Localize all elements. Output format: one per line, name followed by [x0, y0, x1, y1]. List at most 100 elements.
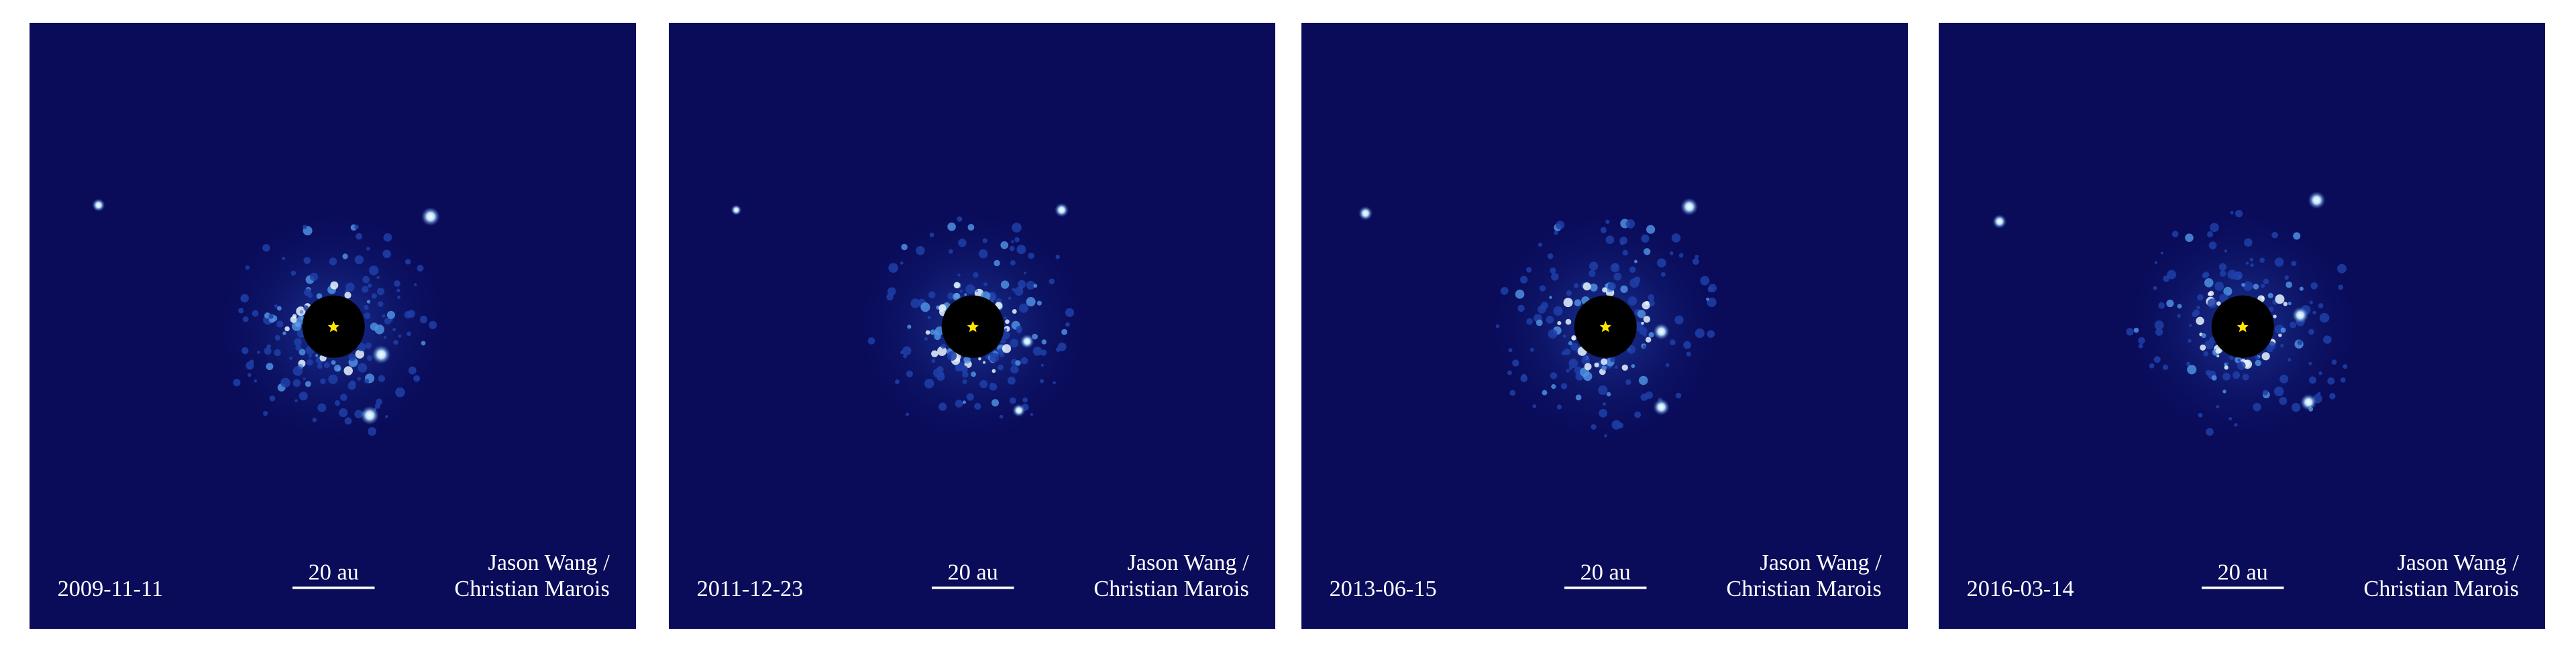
speckle — [2274, 257, 2284, 267]
speckle — [347, 381, 356, 390]
speckle — [1561, 351, 1566, 356]
speckle — [1016, 328, 1022, 334]
speckle — [266, 344, 271, 349]
speckle — [1648, 332, 1654, 338]
speckle — [1519, 276, 1528, 284]
speckle — [1686, 351, 1691, 357]
speckle — [378, 301, 384, 307]
speckle — [1629, 278, 1640, 288]
speckle — [958, 239, 967, 247]
speckle — [2253, 402, 2261, 412]
planet — [421, 206, 440, 227]
star-marker — [327, 320, 339, 333]
speckle — [1602, 287, 1607, 293]
speckle — [1594, 362, 1599, 367]
speckle — [1532, 404, 1537, 408]
speckle — [998, 364, 1004, 371]
speckle — [289, 357, 292, 360]
speckle — [1642, 301, 1650, 310]
speckle — [2290, 321, 2297, 328]
speckle — [1539, 285, 1546, 292]
speckle — [290, 316, 297, 323]
speckle — [2310, 282, 2318, 290]
speckle — [384, 415, 388, 418]
speckle — [982, 238, 988, 243]
speckle — [1648, 294, 1654, 301]
speckle — [2177, 314, 2181, 318]
speckle — [2241, 283, 2245, 287]
image-panel: 2009-11-11 20 au Jason Wang / Christian Mar… — [30, 23, 636, 629]
speckle — [2233, 371, 2241, 379]
speckle — [1601, 358, 1608, 365]
speckle — [962, 371, 969, 378]
speckle — [1602, 402, 1606, 406]
speckle — [1004, 328, 1008, 331]
speckle — [336, 367, 341, 372]
speckle — [2216, 301, 2221, 306]
speckle — [962, 379, 967, 384]
speckle — [1605, 284, 1609, 288]
speckle — [1581, 355, 1591, 365]
speckle — [1550, 372, 1558, 379]
speckle — [2186, 361, 2191, 366]
speckle — [1708, 284, 1717, 292]
speckle — [947, 292, 955, 300]
speckle — [1012, 288, 1016, 292]
speckle — [1549, 296, 1552, 299]
speckle — [1028, 252, 1034, 259]
speckle — [292, 366, 303, 376]
speckle — [405, 259, 411, 265]
planet — [1992, 214, 2007, 229]
speckle — [967, 224, 975, 231]
speckle — [1700, 276, 1710, 286]
speckle — [309, 272, 319, 282]
sky-image: 2009-11-11 20 au Jason Wang /Christian Mar… — [30, 23, 636, 629]
speckle — [1040, 363, 1044, 367]
speckle — [2162, 364, 2169, 370]
speckle — [901, 243, 908, 251]
speckle — [294, 399, 298, 403]
speckle — [241, 347, 249, 355]
speckle — [2207, 298, 2218, 308]
speckle — [284, 326, 290, 332]
speckle — [274, 304, 278, 308]
speckle — [307, 292, 313, 298]
speckle — [382, 314, 386, 318]
speckle — [957, 274, 961, 277]
speckle — [974, 402, 981, 410]
speckle — [2319, 312, 2330, 323]
speckle — [978, 249, 988, 259]
speckle — [364, 312, 371, 320]
speckle — [2206, 428, 2214, 436]
speckle — [1032, 347, 1042, 356]
speckle — [354, 225, 359, 229]
speckle — [1065, 322, 1070, 327]
speckle — [316, 293, 323, 300]
planet — [731, 204, 742, 216]
speckle — [2284, 275, 2290, 280]
speckle — [2267, 341, 2276, 350]
speckle — [2219, 270, 2226, 277]
speckle — [1568, 341, 1572, 346]
speckle — [246, 361, 254, 370]
speckle — [302, 225, 307, 229]
speckle — [344, 292, 352, 299]
speckle — [396, 295, 400, 299]
speckle — [916, 245, 925, 255]
speckle — [1507, 370, 1512, 375]
speckle — [1643, 248, 1651, 255]
speckle — [417, 264, 424, 272]
speckle — [1032, 333, 1038, 340]
speckle — [1024, 272, 1027, 275]
speckle — [2138, 337, 2145, 345]
credit-line: Christian Marois — [454, 576, 609, 601]
speckle — [1020, 357, 1028, 365]
speckle — [2237, 359, 2241, 362]
speckle — [393, 340, 398, 345]
speckle — [900, 261, 904, 265]
speckle — [320, 378, 326, 385]
date-label: 2013-06-15 — [1330, 576, 1437, 601]
speckle — [1627, 296, 1638, 306]
speckle — [1036, 300, 1042, 306]
speckle — [953, 282, 961, 289]
